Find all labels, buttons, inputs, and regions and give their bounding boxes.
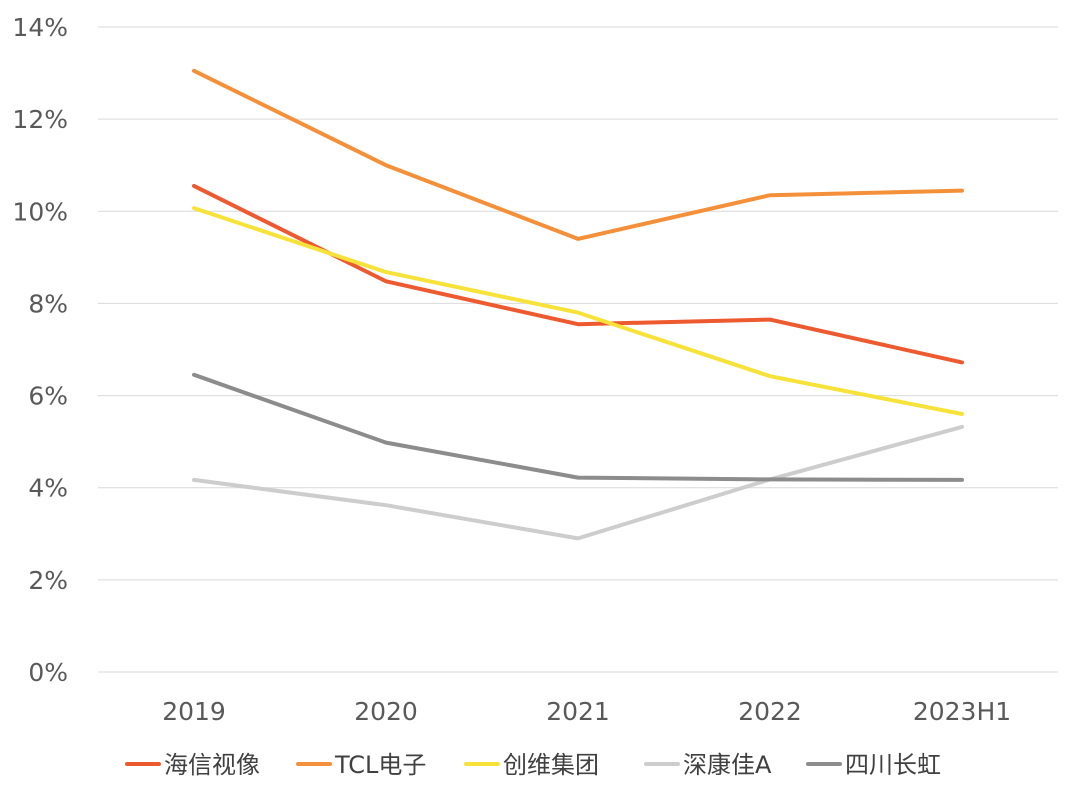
x-tick-label: 2021	[546, 697, 610, 726]
x-tick-label: 2019	[162, 697, 226, 726]
series-lines	[192, 68, 964, 541]
y-axis-tick-labels: 0% 2% 4% 6% 8% 10% 12% 14%	[12, 13, 68, 687]
y-tick-label: 2%	[28, 566, 68, 595]
series-line-2	[192, 68, 964, 241]
x-tick-label: 2022	[738, 697, 802, 726]
x-axis-tick-labels: 2019 2020 2021 2022 2023H1	[162, 697, 1011, 726]
y-tick-label: 4%	[28, 474, 68, 503]
y-tick-label: 6%	[28, 382, 68, 411]
y-tick-label: 8%	[28, 289, 68, 318]
gridlines	[98, 26, 1058, 673]
y-tick-label: 14%	[12, 13, 68, 42]
x-tick-label: 2020	[354, 697, 418, 726]
series-line-5	[192, 372, 964, 482]
x-tick-label: 2023H1	[913, 697, 1011, 726]
y-tick-label: 12%	[12, 105, 68, 134]
legend-label: 深康佳A	[683, 751, 772, 779]
series-line-4	[192, 424, 964, 541]
series-line-3	[192, 206, 964, 416]
legend-label: TCL电子	[334, 751, 426, 779]
legend: 海信视像 TCL电子 创维集团 深康佳A 四川长虹	[125, 751, 941, 779]
series-line-1	[192, 183, 964, 365]
legend-label: 海信视像	[164, 751, 260, 779]
y-tick-label: 10%	[12, 197, 68, 226]
legend-label: 四川长虹	[845, 751, 941, 779]
legend-label: 创维集团	[503, 751, 599, 779]
y-tick-label: 0%	[28, 658, 68, 687]
